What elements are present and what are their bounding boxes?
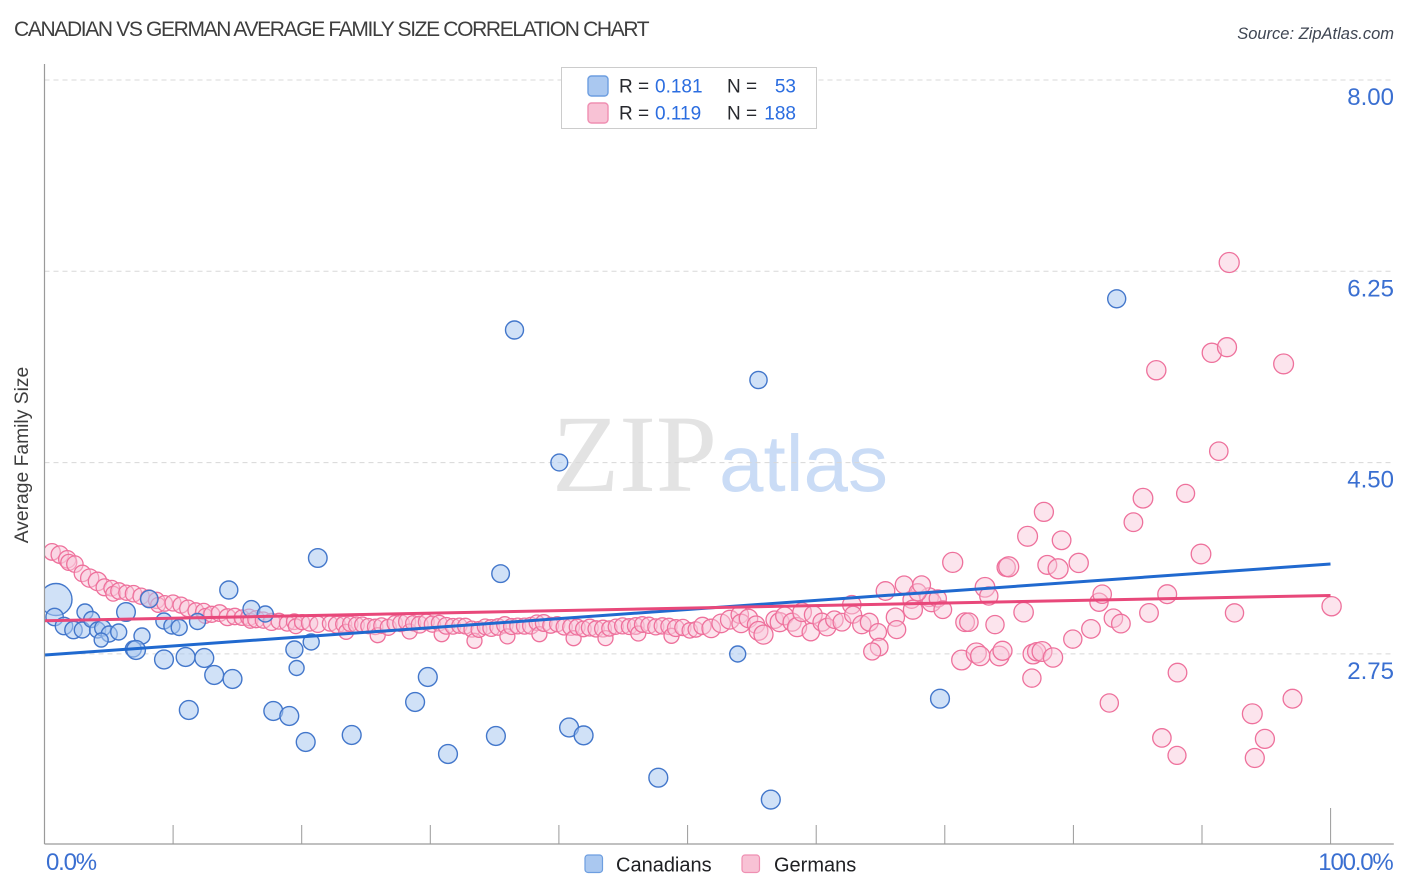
svg-text:N =: N = (727, 104, 757, 125)
svg-text:N =: N = (727, 77, 757, 98)
svg-text:Canadians: Canadians (616, 855, 712, 877)
svg-text:R =: R = (619, 104, 649, 125)
svg-text:R =: R = (619, 77, 649, 98)
svg-text:100.0%: 100.0% (1318, 849, 1393, 876)
svg-text:CANADIAN VS GERMAN AVERAGE FAM: CANADIAN VS GERMAN AVERAGE FAMILY SIZE C… (14, 18, 650, 41)
svg-text:53: 53 (775, 77, 796, 98)
svg-text:ZIP: ZIP (552, 393, 717, 515)
svg-text:6.25: 6.25 (1347, 275, 1394, 302)
svg-text:188: 188 (764, 104, 796, 125)
svg-text:Germans: Germans (774, 855, 856, 877)
svg-text:4.50: 4.50 (1347, 467, 1394, 494)
svg-text:Source: ZipAtlas.com: Source: ZipAtlas.com (1237, 25, 1394, 43)
svg-text:Average Family Size: Average Family Size (12, 367, 33, 543)
svg-text:0.119: 0.119 (655, 104, 701, 125)
svg-text:8.00: 8.00 (1347, 84, 1394, 111)
svg-text:atlas: atlas (719, 419, 888, 508)
svg-text:2.75: 2.75 (1347, 658, 1394, 685)
svg-text:0.181: 0.181 (655, 77, 703, 98)
svg-text:0.0%: 0.0% (46, 849, 97, 876)
